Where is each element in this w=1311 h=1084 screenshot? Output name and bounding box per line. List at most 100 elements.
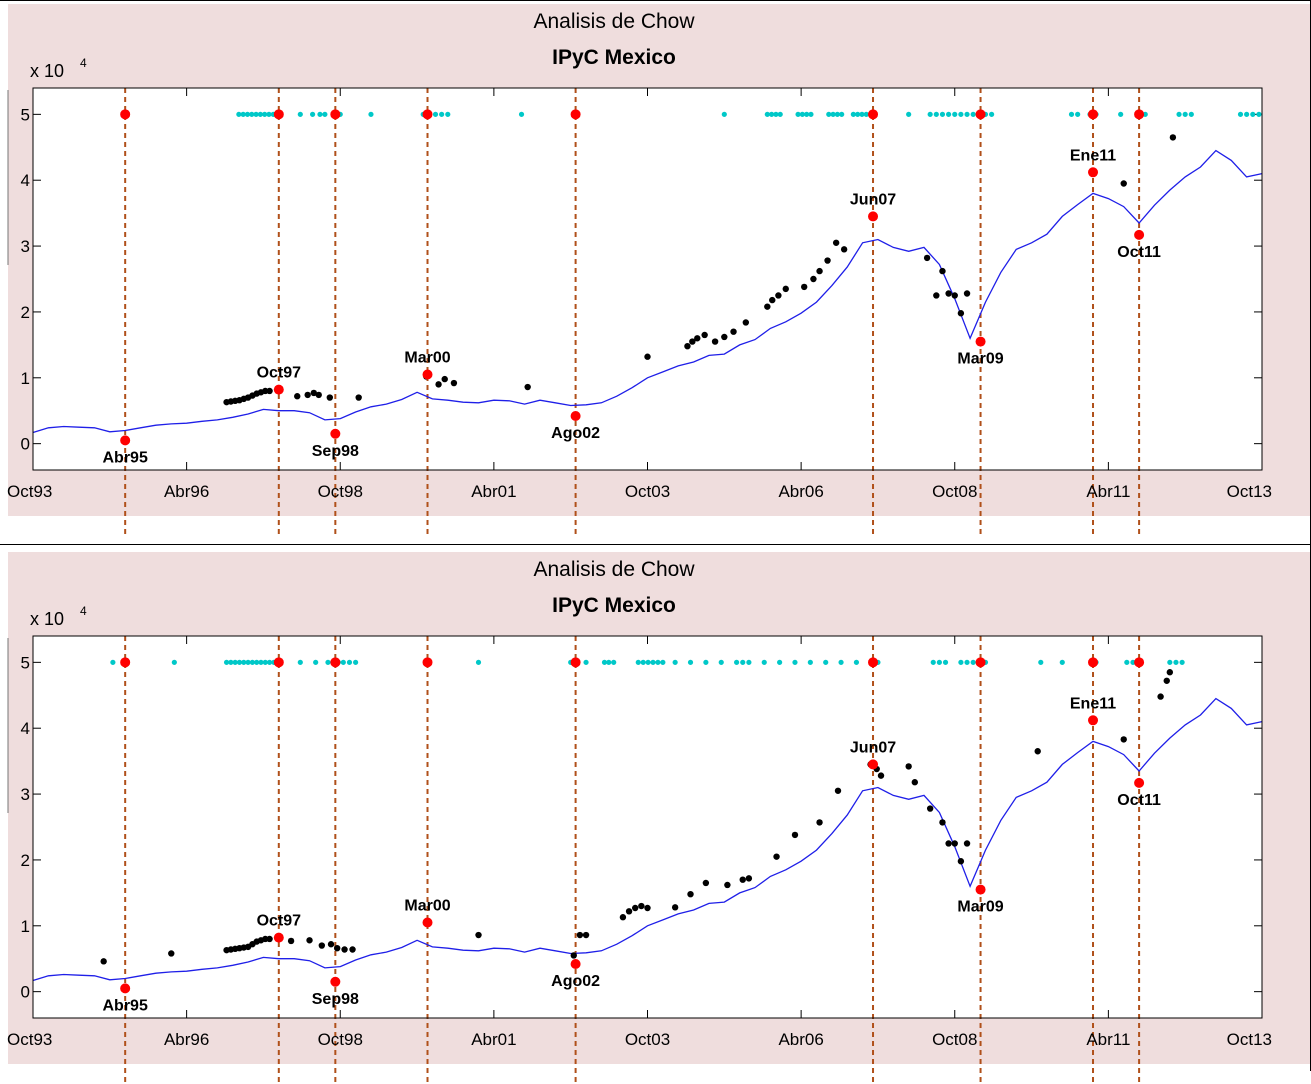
cyan-marker [655, 659, 661, 665]
cyan-marker [1237, 111, 1244, 117]
black-marker [824, 257, 831, 264]
cyan-marker [236, 659, 243, 665]
black-marker [1120, 180, 1127, 187]
cyan-marker [826, 111, 832, 117]
black-marker [355, 394, 362, 401]
break-point-marker [868, 759, 879, 770]
cyan-marker [1167, 659, 1173, 665]
black-marker [1169, 134, 1177, 141]
black-marker [632, 904, 639, 912]
index-series-line [32, 697, 1263, 982]
break-point-marker [975, 336, 986, 347]
cyan-marker [518, 111, 525, 117]
break-point-label: Ene11 [1070, 147, 1116, 164]
black-marker [945, 290, 952, 297]
cyan-marker [823, 659, 829, 665]
chart-svg: Analisis de Chow IPyC Mexico x 10 4 0 1 2 3 4 5 Oc… [7, 4, 1310, 536]
cyan-marker [601, 659, 608, 665]
y-tick-label: 0 [21, 435, 30, 454]
cyan-marker [309, 111, 316, 117]
frame-top [0, 0, 1311, 1]
black-marker [684, 342, 691, 350]
break-point-marker [273, 932, 284, 943]
cyan-marker [942, 659, 949, 665]
black-marker [945, 840, 952, 847]
cyan-marker [672, 659, 678, 665]
break-point-label: Jun07 [850, 739, 896, 756]
black-marker [702, 879, 710, 887]
top-break-marker [570, 109, 581, 120]
x-tick-label: Oct03 [625, 1030, 670, 1049]
top-break-marker [330, 657, 341, 668]
x-tick-label: Oct93 [7, 482, 52, 501]
cyan-marker [245, 659, 251, 665]
cyan-marker [906, 111, 912, 117]
cyan-marker [583, 659, 589, 665]
black-marker [769, 296, 776, 304]
black-marker [933, 292, 940, 299]
top-break-marker [1088, 657, 1099, 668]
cyan-marker [958, 111, 964, 117]
cyan-marker [266, 111, 272, 117]
break-point-marker [1088, 167, 1099, 178]
break-point-marker [330, 428, 341, 439]
black-marker [570, 952, 577, 959]
black-marker [333, 944, 341, 952]
cyan-marker [325, 659, 331, 665]
black-marker [923, 254, 931, 262]
cyan-marker [930, 659, 936, 665]
cyan-marker [244, 111, 251, 117]
cyan-marker [721, 111, 727, 117]
cyan-marker [317, 111, 323, 117]
black-marker [168, 950, 175, 957]
black-marker [576, 931, 584, 939]
break-point-label: Mar09 [957, 899, 1003, 916]
black-marker [310, 389, 318, 397]
black-marker [791, 831, 799, 839]
top-break-marker [1134, 109, 1145, 120]
cyan-marker [241, 659, 247, 665]
black-marker [304, 391, 311, 399]
cyan-marker [936, 659, 942, 665]
top-break-marker [422, 109, 433, 120]
x-tick-label: Abr11 [1086, 1030, 1130, 1049]
break-point-label: Oct97 [257, 913, 302, 930]
cyan-marker [650, 659, 656, 665]
black-marker [689, 338, 696, 345]
black-marker [810, 275, 817, 283]
y-scale-label: x 10 [30, 609, 64, 629]
black-marker [638, 902, 645, 910]
black-marker [619, 914, 627, 921]
y-tick-label: 1 [21, 369, 30, 388]
black-marker [840, 246, 848, 253]
break-point-label: Mar00 [404, 898, 450, 915]
black-marker [524, 383, 531, 391]
break-point-label: Oct11 [1117, 792, 1161, 809]
black-marker [644, 353, 651, 360]
black-marker [816, 267, 823, 275]
black-marker [318, 942, 326, 949]
cyan-marker [1188, 111, 1194, 117]
cyan-marker [257, 111, 263, 117]
cyan-marker [297, 111, 303, 117]
black-marker [775, 292, 782, 299]
cyan-marker [946, 111, 952, 117]
cyan-marker [249, 659, 255, 665]
break-point-marker [120, 983, 131, 994]
cyan-marker [353, 659, 359, 665]
cyan-marker [249, 111, 255, 117]
break-point-label: Sep98 [312, 991, 359, 1008]
chart-svg: Analisis de Chow IPyC Mexico x 10 4 0 1 2 3 4 5 Oc… [7, 552, 1310, 1084]
black-marker [435, 381, 442, 388]
x-tick-label: Abr06 [778, 482, 823, 501]
y-tick-label: 3 [21, 785, 30, 804]
cyan-marker [808, 111, 814, 117]
cyan-marker [807, 659, 813, 665]
y-scale-exponent: 4 [80, 604, 87, 618]
cyan-marker [773, 111, 779, 117]
black-marker [1157, 693, 1164, 700]
black-marker [800, 283, 808, 291]
break-point-marker [422, 917, 433, 928]
break-point-label: Jun07 [850, 191, 896, 208]
black-marker [475, 931, 482, 939]
